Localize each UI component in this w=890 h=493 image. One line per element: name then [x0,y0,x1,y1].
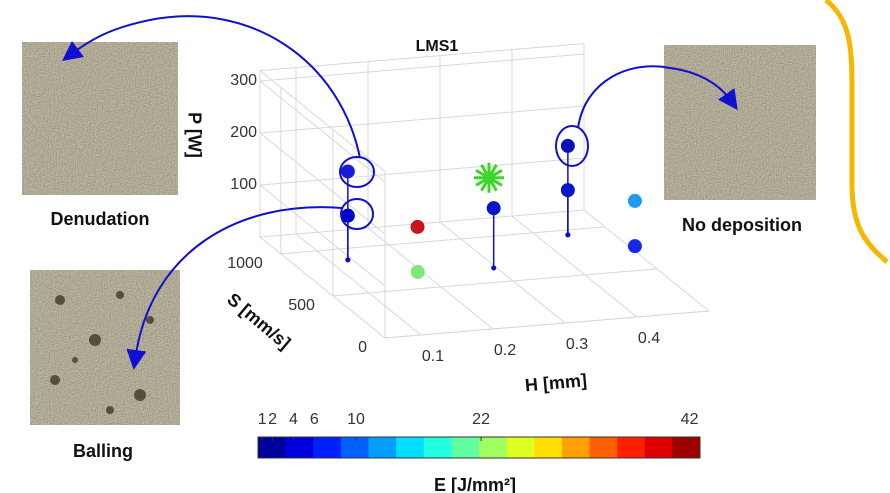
data-point [561,183,575,197]
data-point [411,265,425,279]
z-tick-label: 100 [230,176,257,193]
y-tick-label: 0 [358,339,367,356]
colorbar-segment [590,437,618,458]
colorbar-segment [424,437,452,458]
x-tick-label: 0.3 [566,336,588,353]
colorbar-segment [534,437,562,458]
z-tick-label: 300 [230,72,257,89]
y-axis-label: S [mm/s] [223,289,294,353]
colorbar-segment [672,437,700,458]
grid-line [385,311,709,338]
stem-base [491,265,496,270]
y-tick-label: 1000 [227,255,263,272]
annotation: Balling [73,441,133,461]
stem-base [345,257,350,262]
data-point [341,164,355,178]
no-deposition-image [664,45,816,200]
grid-line [260,158,584,185]
denudation-image [22,42,178,195]
colorbar-segment [396,437,424,458]
z-axis-label: P [W] [184,112,204,158]
data-point [474,163,504,193]
colorbar-segment [645,437,673,458]
axis-box-edge [260,71,385,172]
colorbar-segment [341,437,369,458]
colorbar-tick-label: 2 [268,411,277,428]
stem-base [565,232,570,237]
colorbar-tick-label: 42 [681,411,699,428]
data-point [561,139,575,153]
colorbar-segment [369,437,397,458]
colorbar-segment [286,437,314,458]
annotation: Denudation [51,209,150,229]
colorbar-tick-label: 10 [347,411,365,428]
grid-line [512,216,637,317]
colorbar-tick-label: 1 [258,411,267,428]
data-point [487,201,501,215]
chart-title: LMS1 [416,38,459,55]
colorbar-tick-label: 6 [310,411,319,428]
annotation: No deposition [682,215,802,235]
grid-line [368,228,493,329]
grid-line [296,234,421,335]
colorbar-tick-label: 22 [472,411,490,428]
highlight-curve [826,0,887,262]
x-tick-label: 0.2 [494,342,516,359]
plot-area: 0.1 0.2 0.3 0.4 0 500 1000 100 200 300 [227,44,709,366]
data-point [628,239,642,253]
colorbar-segment [313,437,341,458]
axis-box-edge [260,237,385,338]
colorbar-label: E [J/mm²] [434,475,516,493]
data-point [411,220,425,234]
z-tick-label: 200 [230,124,257,141]
grid-line [333,269,657,296]
data-point [628,194,642,208]
colorbar-segment [617,437,645,458]
y-tick-label: 500 [288,297,315,314]
colorbar-segment [507,437,535,458]
colorbar-segment [562,437,590,458]
colorbar-segment [479,437,507,458]
colorbar-segment [451,437,479,458]
x-axis-label: H [mm] [524,370,588,395]
x-tick-label: 0.1 [422,348,444,365]
grid-line [260,54,584,81]
figure: 0.1 0.2 0.3 0.4 0 500 1000 100 200 300 Denudation… [0,0,890,493]
grid-line [440,222,565,323]
colorbar-tick-label: 4 [289,411,298,428]
x-tick-label: 0.4 [638,330,660,347]
